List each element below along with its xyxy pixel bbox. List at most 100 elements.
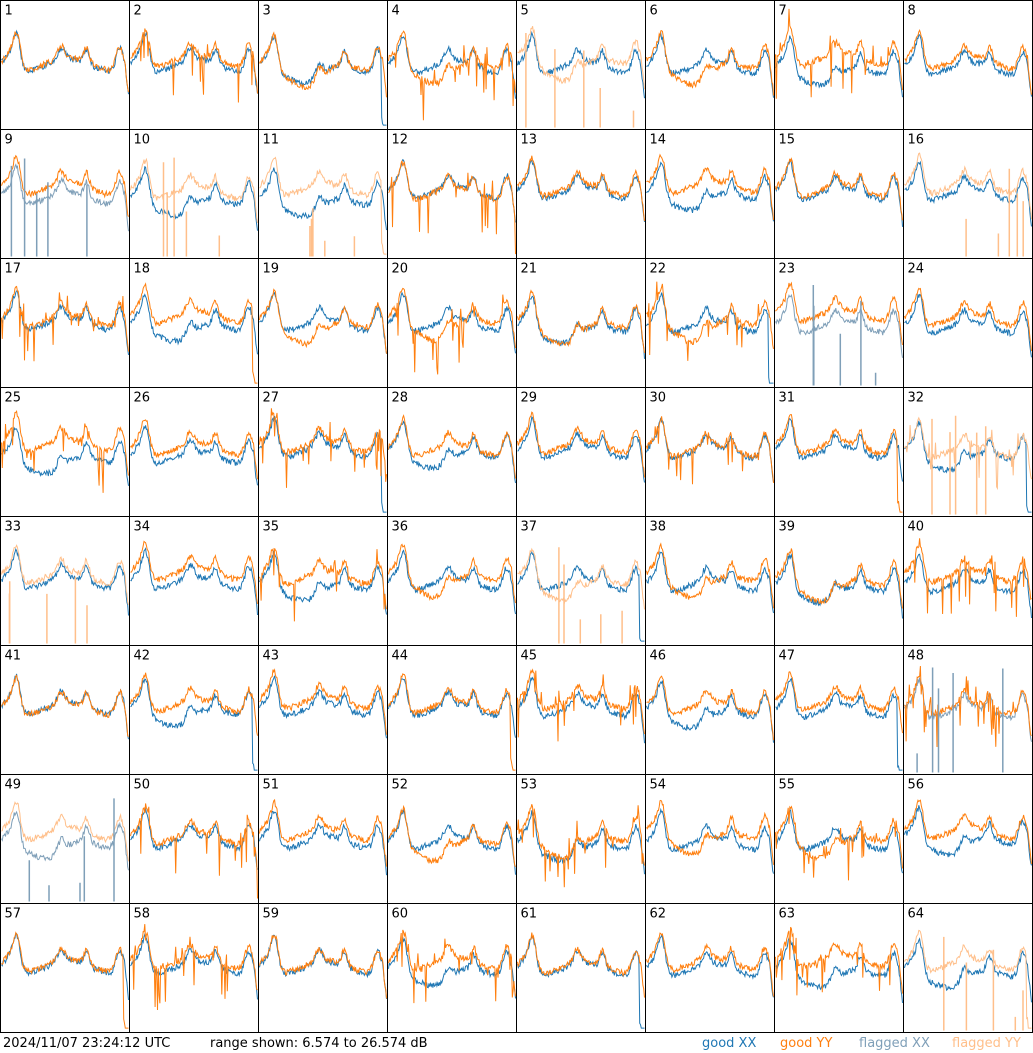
panel-40: 40	[903, 516, 1033, 646]
panel-label: 10	[134, 133, 151, 148]
panel-62: 62	[645, 903, 775, 1033]
timestamp: 2024/11/07 23:24:12 UTC	[3, 1036, 171, 1051]
panel-53: 53	[516, 774, 646, 904]
panel-25: 25	[0, 387, 130, 517]
panel-45: 45	[516, 645, 646, 775]
panel-label: 38	[650, 520, 667, 535]
panel-label: 27	[263, 391, 280, 406]
trace-good-yy	[1, 154, 129, 217]
trace-good-xx	[904, 805, 1032, 866]
trace-good-yy	[646, 799, 774, 865]
trace-good-xx	[130, 293, 258, 355]
panel-frame	[774, 387, 904, 517]
panel-frame	[903, 387, 1033, 517]
panel-46: 46	[645, 645, 775, 775]
panel-8: 8	[903, 0, 1033, 130]
panel-frame	[774, 258, 904, 388]
panel-label: 6	[650, 4, 658, 19]
panel-6: 6	[645, 0, 775, 130]
trace-flagged-yy	[904, 416, 1032, 491]
panel-frame	[129, 387, 259, 517]
panel-label: 8	[908, 4, 916, 19]
panel-frame	[0, 258, 130, 388]
trace-good-yy	[1, 674, 129, 737]
panel-36: 36	[387, 516, 517, 646]
panel-58: 58	[129, 903, 259, 1033]
panel-61: 61	[516, 903, 646, 1033]
panel-label: 20	[392, 262, 409, 277]
panel-frame	[129, 774, 259, 904]
trace-good-xx	[646, 807, 774, 874]
panel-frame	[645, 645, 775, 775]
flagged-spikes	[558, 547, 623, 644]
panel-label: 57	[5, 907, 22, 922]
panel-27: 27	[258, 387, 388, 517]
panel-frame	[903, 645, 1033, 775]
panel-4: 4	[387, 0, 517, 130]
panel-22: 22	[645, 258, 775, 388]
panel-60: 60	[387, 903, 517, 1033]
panel-9: 9	[0, 129, 130, 259]
trace-good-yy	[775, 926, 903, 996]
trace-good-xx	[388, 937, 516, 999]
trace-good-yy	[775, 548, 903, 609]
trace-good-xx	[775, 553, 903, 619]
trace-good-xx	[130, 30, 258, 94]
panel-frame	[645, 0, 775, 130]
panel-frame	[645, 129, 775, 259]
panel-frame	[516, 645, 646, 775]
trace-good-yy	[646, 281, 774, 361]
panel-label: 34	[134, 520, 151, 535]
panel-label: 9	[5, 133, 13, 148]
panel-label: 48	[908, 649, 925, 664]
panel-19: 19	[258, 258, 388, 388]
trace-good-xx	[646, 680, 774, 743]
panel-57: 57	[0, 903, 130, 1033]
trace-flagged-yy	[1, 544, 129, 606]
trace-good-xx	[130, 166, 258, 231]
trace-good-yy	[130, 282, 258, 384]
flagged-spikes	[916, 667, 1004, 773]
trace-flagged-yy	[1, 801, 129, 862]
trace-good-xx	[646, 551, 774, 614]
trace-good-yy	[517, 804, 645, 888]
panel-frame	[258, 645, 388, 775]
footer: 2024/11/07 23:24:12 UTC range shown: 6.5…	[0, 1034, 1033, 1053]
panel-label: 30	[650, 391, 667, 406]
panel-label: 21	[521, 262, 538, 277]
panel-frame	[516, 129, 646, 259]
panel-frame	[0, 903, 130, 1033]
trace-good-yy	[388, 160, 516, 255]
panel-frame	[0, 516, 130, 646]
trace-good-yy	[388, 673, 516, 771]
panel-1: 1	[0, 0, 130, 130]
panel-frame	[258, 258, 388, 388]
panel-56: 56	[903, 774, 1033, 904]
panel-label: 5	[521, 4, 529, 19]
trace-good-xx	[130, 547, 258, 616]
panel-label: 54	[650, 778, 667, 793]
trace-good-xx	[259, 810, 387, 876]
panel-label: 17	[5, 262, 22, 277]
trace-good-yy	[388, 543, 516, 604]
trace-good-yy	[775, 671, 903, 734]
panel-label: 59	[263, 907, 280, 922]
trace-flagged-yy	[130, 157, 258, 223]
trace-good-xx	[904, 293, 1032, 358]
panel-frame	[516, 258, 646, 388]
panel-frame	[645, 774, 775, 904]
panel-frame	[387, 774, 517, 904]
panel-label: 53	[521, 778, 538, 793]
panel-label: 33	[5, 520, 22, 535]
trace-flagged-xx	[1, 810, 129, 871]
trace-good-yy	[904, 28, 1032, 95]
panel-7: 7	[774, 0, 904, 130]
trace-good-xx	[775, 809, 903, 874]
panel-43: 43	[258, 645, 388, 775]
panel-37: 37	[516, 516, 646, 646]
panel-21: 21	[516, 258, 646, 388]
panel-47: 47	[774, 645, 904, 775]
panel-frame	[0, 645, 130, 775]
panel-12: 12	[387, 129, 517, 259]
trace-good-yy	[517, 155, 645, 222]
